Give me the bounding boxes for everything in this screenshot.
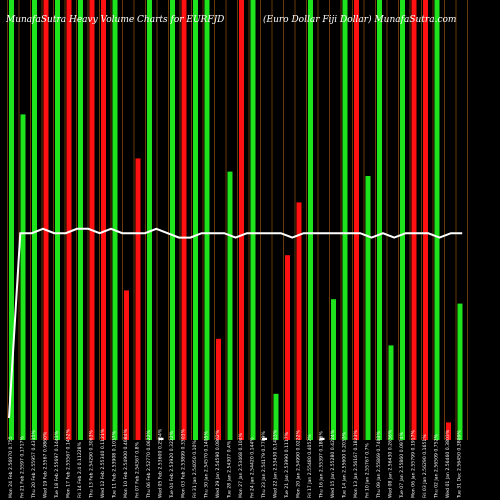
x-tick-labels: Mon 24 Feb 2.56970 0.755 Fri 21 Feb 2.559… [8,428,463,499]
x-tick-label: Fri 10 Jan 2.55767 0.7% [365,442,371,498]
volume-bar [66,0,72,440]
volume-bar [377,0,382,440]
volume-bar [331,299,336,440]
x-tick-label: Thu 06 Feb 2.52770 0.0622% [146,429,152,499]
volume-bar [20,114,26,441]
x-tick-label: Fri 17 Jan 2.55480 0.4052% [307,434,313,498]
x-tick-label: Wed 29 Jan 2.54590 0.0862% [215,429,221,498]
x-tick-label: Wed 19 Feb 2.5567 0.9860% [43,431,49,498]
chart-title-left: MunafaSutra Heavy Volume Charts for EURF… [5,15,224,25]
volume-bar [400,0,405,440]
volume-bar [457,303,463,440]
volume-bar [43,0,49,440]
volume-bar [262,437,267,440]
x-tick-label: Fri 24 Jan 2.54420 0.144% [250,437,256,498]
volume-bar [193,0,198,440]
x-tick-label: Tue 11 Feb 2.53908 0.1037% [112,430,118,499]
x-tick-label: Mon 20 Jan 2.54990 0.0222% [296,429,302,498]
x-tick-label: Thu 20 Feb 2.55957 0.4335% [31,429,37,499]
x-tick-label: Mon 17 Feb 2.55567 0.1452% [66,428,72,498]
volume-bar [124,290,129,440]
x-tick-label: Thu 13 Feb 2.54290 0.3063% [89,429,95,499]
x-tick-label: Fri 07 Feb 2.54367 0.8% [135,441,141,498]
volume-bar [9,0,14,440]
volume-bar [239,0,244,440]
volume-bar [296,202,302,440]
volume-bar [181,0,187,440]
x-tick-label: Fri 21 Feb 2.5597 0.1717% [20,436,26,498]
volume-bar [411,0,417,440]
volume-bars [9,0,463,441]
volume-bar [342,0,348,440]
volume-bar [423,0,428,440]
price-line [8,227,463,419]
x-tick-label: Thu 02 Jan 2.56509 0.752% [434,433,440,499]
x-tick-label: Wed 05 Feb 2.53600 0.2554% [158,428,164,498]
volume-bar [216,338,221,440]
x-tick-label: Thu 16 Jan 2.55397 0.1886% [319,431,325,499]
x-tick-label: Mon 10 Feb 2.54900 0.4684% [123,428,129,498]
volume-bar [101,0,106,440]
x-tick-label: Fri 03 Jan 2.56290 0.1651% [422,434,428,498]
x-tick-label: Fri 14 Feb 2.4 0.11228% [77,441,83,498]
x-tick-label: Tue 07 Jan 2.55860 0.0974% [399,431,405,499]
volume-bar [170,0,175,440]
volume-bar [204,0,210,440]
volume-bar [434,0,440,440]
x-tick-label: Tue 31 Dec 2.56450 0.3809% [457,430,463,499]
x-tick-label: Tue 04 Feb 2.53920 0.3222% [169,430,175,499]
x-tick-label: Mon 06 Jan 2.55799 0.1917% [411,429,417,498]
x-tick-label: Thu 23 Jan 2.54179 0.7789% [261,431,267,499]
x-tick-label: Wed 22 Jan 2.53430 0.1423% [273,429,279,498]
volume-bar [319,437,325,440]
volume-bar [308,0,313,440]
volume-bar [32,0,37,440]
x-tick-label: Wed 15 Jan 2.55280 0.4224% [330,429,336,498]
volume-bar [365,176,371,440]
volume-bar [446,422,451,440]
volume-bar [89,0,95,440]
volume-bar [250,0,256,440]
volume-bar [112,0,118,440]
volume-bar [135,158,141,440]
x-tick-label: Wed 12 Feb 2.55340 0.1121% [100,428,106,498]
volume-bar [78,0,83,440]
price-step-lines [7,0,468,440]
x-tick-label: Tue 28 Jan 2.54307 0.4% [227,440,233,499]
x-tick-label: Tue 14 Jan 2.55600 0.2033% [342,431,348,499]
volume-bar [227,171,233,440]
x-tick-label: Wed 01 Jan 2.56460 0.3803% [445,429,451,498]
volume-bar [273,393,279,440]
chart-title-right: (Euro Dollar Fiji Dollar) MunafaSutra.co… [263,14,456,25]
volume-bar [158,437,164,440]
x-tick-label: Fri 31 Jan 2.54050 0.10% [192,440,198,498]
x-tick-label: Tue 21 Jan 2.53990 0.1117% [284,431,290,499]
x-tick-label: Thu 09 Jan 2.55869 0.7403% [376,431,382,499]
x-tick-label: Wed 08 Jan 2.56430 0.2636% [388,429,394,498]
x-tick-label: Thu 30 Jan 2.54570 0.1405% [204,431,210,499]
volume-bar [388,345,394,440]
x-tick-label: Mon 13 Jan 2.56167 0.1823% [353,429,359,498]
volume-bar [55,0,60,440]
x-tick-label: Mon 27 Jan 2.53468 0.104% [238,432,244,498]
volume-bar [285,255,290,440]
volume-bar [354,0,359,440]
volume-bar [147,0,152,440]
x-tick-label: Mon 24 Feb 2.56970 0.755 [8,436,14,498]
x-tick-label: Mon 03 Feb 2.53899 0.3303% [181,428,187,498]
x-tick-label: Tue 18 Feb 2.55697 0.1443% [54,430,60,499]
